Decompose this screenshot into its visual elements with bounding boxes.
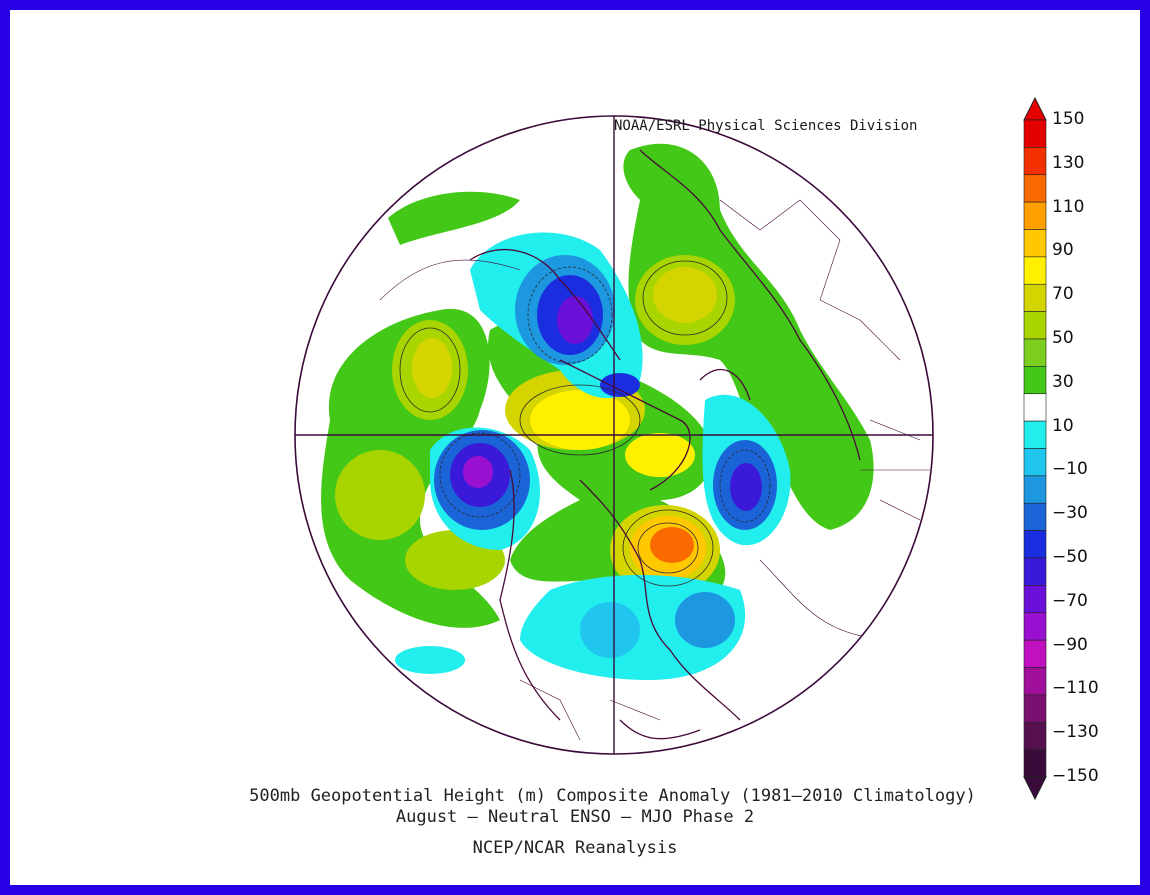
colorbar-tick-label: 110 — [1052, 196, 1085, 217]
positive-anomaly-core — [653, 267, 717, 323]
colorbar-tick-label: 50 — [1052, 328, 1074, 348]
colorbar-tick-label: −30 — [1052, 503, 1088, 524]
negative-anomaly-core — [600, 373, 640, 397]
colorbar-tick-label: −130 — [1052, 722, 1099, 743]
positive-anomaly-region — [388, 191, 520, 245]
data-source: NCEP/NCAR Reanalysis — [472, 838, 678, 858]
colorbar-tick-label: 70 — [1052, 284, 1074, 305]
colorbar-swatch — [1023, 639, 1047, 668]
colorbar-swatch — [1023, 749, 1047, 778]
negative-anomaly-core — [557, 296, 593, 344]
colorbar-tick-label: −70 — [1052, 590, 1088, 611]
colorbar-tick-label: 150 — [1052, 109, 1085, 129]
colorbar-swatch — [1023, 256, 1047, 285]
credit-text: NOAA/ESRL Physical Sciences Division — [614, 118, 918, 134]
negative-anomaly-core — [730, 463, 762, 511]
colorbar-swatch — [1023, 393, 1047, 422]
positive-anomaly-region — [623, 143, 874, 530]
positive-anomaly-core — [650, 527, 694, 563]
colorbar-swatch — [1023, 694, 1047, 723]
colorbar-swatch — [1023, 448, 1047, 477]
colorbar-swatch — [1023, 420, 1047, 449]
colorbar-tick-label: −10 — [1052, 459, 1088, 480]
colorbar-swatch — [1023, 667, 1047, 696]
colorbar-swatch — [1023, 338, 1047, 367]
colorbar-tick-label: 10 — [1052, 415, 1074, 436]
positive-anomaly-core — [412, 338, 452, 398]
colorbar-tick-label: 130 — [1052, 152, 1085, 173]
colorbar-tick-label: −50 — [1052, 547, 1088, 567]
colorbar-swatch — [1023, 229, 1047, 258]
positive-anomaly-core — [530, 390, 630, 450]
negative-anomaly-core — [675, 592, 735, 648]
colorbar — [1023, 96, 1047, 801]
colorbar-tick-label: −90 — [1052, 634, 1088, 655]
colorbar-swatch — [1023, 612, 1047, 641]
colorbar-swatch — [1023, 557, 1047, 586]
colorbar-swatch — [1023, 147, 1047, 176]
colorbar-swatch — [1023, 585, 1047, 614]
map-title: 500mb Geopotential Height (m) Composite … — [249, 786, 976, 806]
colorbar-swatch — [1023, 475, 1047, 504]
colorbar-swatch — [1023, 311, 1047, 340]
positive-anomaly-core — [335, 450, 425, 540]
colorbar-arrow-top — [1023, 96, 1047, 121]
colorbar-swatch — [1023, 119, 1047, 148]
map-subtitle: August – Neutral ENSO – MJO Phase 2 — [395, 807, 755, 827]
colorbar-swatch — [1023, 530, 1047, 559]
colorbar-swatch — [1023, 201, 1047, 230]
colorbar-swatch — [1023, 502, 1047, 531]
colorbar-swatch — [1023, 721, 1047, 750]
positive-anomaly-core — [625, 433, 695, 477]
negative-anomaly-region — [395, 646, 465, 674]
colorbar-swatch — [1023, 174, 1047, 203]
colorbar-arrow-bottom — [1023, 776, 1047, 801]
colorbar-swatch — [1023, 283, 1047, 312]
colorbar-tick-label: −110 — [1052, 678, 1099, 699]
negative-anomaly-core — [580, 602, 640, 658]
colorbar-tick-label: 90 — [1052, 240, 1074, 261]
colorbar-tick-label: 30 — [1052, 371, 1074, 392]
negative-anomaly-core — [463, 456, 493, 488]
colorbar-tick-label: −150 — [1052, 766, 1099, 786]
colorbar-swatch — [1023, 366, 1047, 395]
